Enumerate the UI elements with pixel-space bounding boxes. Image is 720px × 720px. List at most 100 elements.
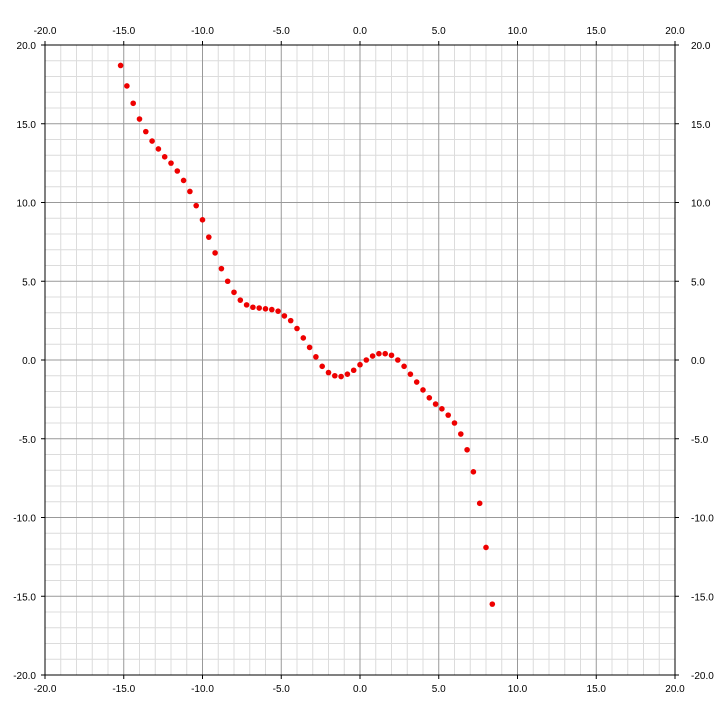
data-point: [180, 177, 187, 184]
data-point: [136, 116, 143, 122]
data-point: [130, 100, 136, 107]
data-point: [420, 387, 426, 393]
data-point: [300, 335, 307, 341]
data-point: [193, 202, 199, 209]
x-tick-label-top: 15.0: [587, 26, 607, 37]
data-point: [439, 406, 445, 412]
y-tick-label-left: 0.0: [22, 356, 36, 367]
data-point: [363, 357, 370, 363]
data-point: [161, 154, 168, 160]
x-tick-label-bottom: -15.0: [112, 684, 135, 695]
data-points: [117, 62, 496, 607]
tick-labels: -20.0 -20.0 -20.0 -20.0 -15.0 -15.0 -15.0 -15.0…: [13, 26, 714, 695]
data-point: [432, 401, 439, 407]
x-tick-label-bottom: 15.0: [587, 684, 607, 695]
data-point: [382, 350, 389, 357]
data-point: [174, 168, 181, 174]
x-tick-label-bottom: 10.0: [508, 684, 528, 695]
x-tick-label-top: -5.0: [273, 26, 291, 37]
data-point: [483, 544, 489, 551]
data-point: [231, 289, 237, 296]
data-point: [413, 379, 420, 385]
x-tick-label-top: 20.0: [665, 26, 685, 37]
data-point: [287, 317, 294, 324]
data-point: [476, 500, 483, 507]
x-tick-label-bottom: -20.0: [34, 684, 57, 695]
x-tick-label-bottom: 0.0: [353, 684, 367, 695]
data-point: [224, 278, 231, 285]
data-point: [376, 350, 382, 357]
x-tick-label-top: 0.0: [353, 26, 367, 37]
y-tick-label-right: 10.0: [691, 199, 711, 210]
data-point: [401, 363, 407, 370]
y-tick-label-left: -5.0: [19, 435, 37, 446]
data-point: [395, 357, 401, 363]
y-tick-label-left: 5.0: [22, 277, 36, 288]
y-tick-label-right: -20.0: [691, 671, 714, 682]
data-point: [470, 469, 477, 475]
x-tick-label-top: 10.0: [508, 26, 528, 37]
data-point: [369, 353, 376, 359]
data-point: [256, 305, 263, 311]
y-tick-label-right: 5.0: [691, 277, 705, 288]
x-tick-label-bottom: -5.0: [273, 684, 291, 695]
data-point: [350, 367, 357, 374]
data-point: [458, 431, 464, 437]
data-point: [306, 344, 313, 351]
x-tick-label-top: -15.0: [112, 26, 135, 37]
y-tick-label-right: -10.0: [691, 514, 714, 525]
x-tick-label-bottom: 20.0: [665, 684, 685, 695]
data-point: [237, 297, 244, 303]
x-tick-label-top: -10.0: [191, 26, 214, 37]
data-point: [199, 217, 206, 223]
y-tick-label-left: -10.0: [13, 514, 36, 525]
data-point: [206, 234, 212, 240]
data-point: [212, 250, 218, 256]
y-tick-label-left: 10.0: [17, 199, 37, 210]
data-point: [143, 128, 149, 135]
data-point: [313, 354, 319, 360]
data-point: [187, 188, 193, 195]
data-point: [218, 265, 225, 272]
x-tick-label-bottom: 5.0: [432, 684, 446, 695]
data-point: [338, 373, 344, 380]
data-point: [149, 138, 155, 144]
y-tick-label-left: 20.0: [17, 41, 37, 52]
data-point: [445, 412, 452, 418]
y-tick-label-right: 15.0: [691, 120, 711, 131]
data-point: [332, 372, 338, 379]
data-point: [243, 302, 250, 308]
data-point: [250, 304, 256, 311]
y-tick-label-right: 20.0: [691, 41, 711, 52]
data-point: [451, 420, 458, 426]
data-point: [117, 62, 124, 69]
y-tick-label-right: -15.0: [691, 592, 714, 603]
data-point: [269, 306, 275, 313]
data-point: [262, 306, 269, 312]
data-point: [124, 83, 130, 89]
data-point: [388, 352, 395, 359]
data-point: [344, 371, 351, 377]
y-tick-label-right: 0.0: [691, 356, 705, 367]
data-point: [357, 361, 363, 368]
data-point: [407, 371, 414, 377]
data-point: [275, 308, 281, 314]
data-point: [325, 369, 332, 376]
x-tick-label-top: 5.0: [432, 26, 446, 37]
y-tick-label-left: 15.0: [17, 120, 37, 131]
y-tick-label-left: -15.0: [13, 592, 36, 603]
data-point: [155, 146, 162, 152]
x-tick-label-top: -20.0: [34, 26, 57, 37]
axis-ticks: [41, 41, 679, 679]
data-point: [464, 446, 470, 453]
data-point: [426, 395, 433, 401]
y-tick-label-right: -5.0: [691, 435, 709, 446]
data-point: [319, 363, 326, 370]
data-point: [294, 325, 300, 332]
data-point: [281, 313, 288, 319]
x-tick-label-bottom: -10.0: [191, 684, 214, 695]
data-point: [168, 160, 174, 166]
data-point: [489, 601, 496, 607]
y-tick-label-left: -20.0: [13, 671, 36, 682]
